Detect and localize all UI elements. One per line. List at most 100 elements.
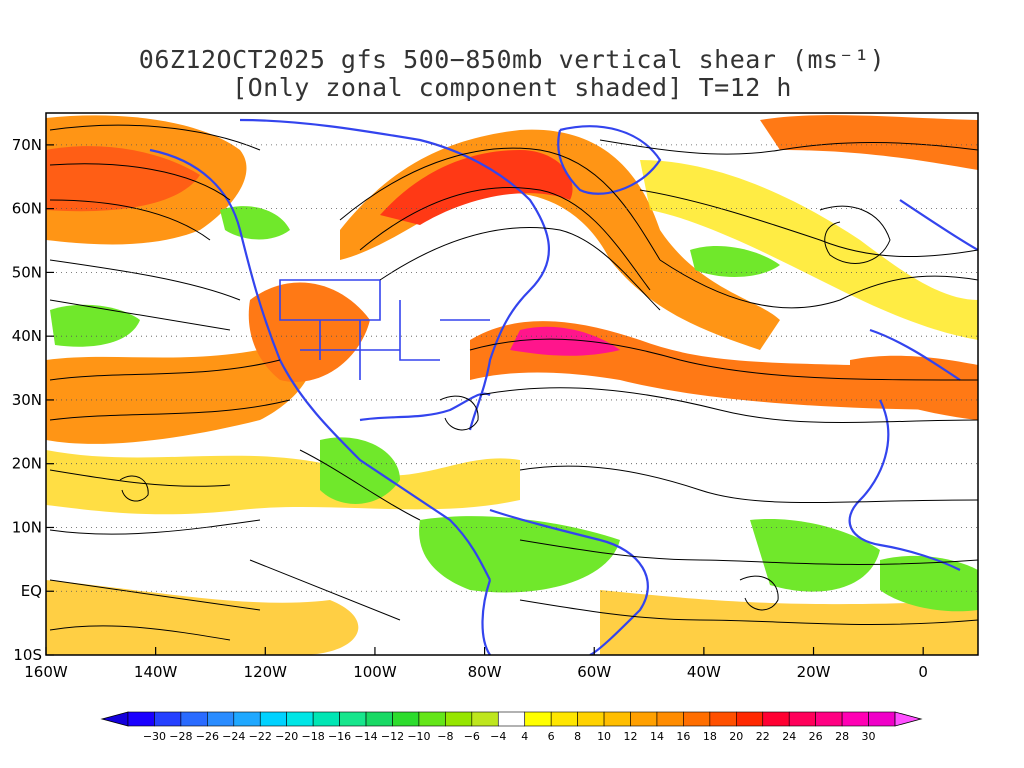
streamline	[519, 539, 978, 565]
x-tick-label: 80W	[468, 663, 502, 681]
colorbar-swatch	[207, 711, 235, 727]
colorbar-under-arrow	[100, 711, 129, 727]
colorbar-swatch	[471, 711, 499, 727]
colorbar-label: −30	[143, 730, 166, 743]
coastline-north-america	[149, 118, 551, 581]
coastline-europe-africa	[848, 199, 978, 571]
streamline	[49, 579, 261, 611]
latitude-gridlines	[46, 144, 978, 592]
colorbar-label: −26	[196, 730, 219, 743]
colorbar-label: −14	[354, 730, 377, 743]
streamline	[359, 187, 651, 291]
shear-region-green-north	[690, 245, 780, 277]
state-boundaries	[279, 279, 490, 380]
streamline	[49, 199, 211, 241]
streamline	[49, 359, 281, 381]
streamline	[49, 399, 291, 421]
colorbar-swatch	[683, 711, 711, 727]
colorbar-label: 6	[548, 730, 555, 743]
shear-region-green-caribbean	[419, 516, 620, 593]
colorbar-label: −22	[249, 730, 272, 743]
colorbar-label: −20	[275, 730, 298, 743]
streamlines	[49, 124, 978, 641]
shear-region-green-east	[880, 555, 978, 612]
x-tick-label: 100W	[353, 663, 397, 681]
colorbar-label: 24	[782, 730, 796, 743]
x-tick-label: 40W	[687, 663, 721, 681]
colorbar-label: 20	[729, 730, 743, 743]
colorbar-swatch	[497, 711, 526, 727]
streamline	[49, 625, 231, 641]
colorbar-swatch	[577, 711, 605, 727]
streamline	[639, 189, 978, 258]
colorbar-label: −24	[222, 730, 245, 743]
colorbar-label: 14	[650, 730, 664, 743]
streamline	[49, 469, 231, 487]
map-frame	[45, 112, 979, 656]
colorbar-label: 16	[676, 730, 690, 743]
colorbar-swatch	[868, 711, 896, 727]
streamline	[49, 124, 261, 151]
colorbar-swatch	[392, 711, 420, 727]
y-tick-label: 70N	[12, 136, 42, 154]
streamline	[519, 599, 978, 625]
colorbar-swatch	[418, 711, 446, 727]
x-tick-label: 20W	[797, 663, 831, 681]
shear-region-subtropic-yellow	[46, 450, 520, 515]
shear-region-green-canada	[220, 206, 290, 240]
x-tick-label: 0	[918, 663, 928, 681]
y-tick-label: 50N	[12, 263, 42, 281]
x-tick-label: 120W	[244, 663, 288, 681]
colorbar-swatch	[154, 711, 182, 727]
colorbar-label: 28	[835, 730, 849, 743]
colorbar-swatch	[127, 711, 155, 727]
colorbar-label: 18	[703, 730, 717, 743]
streamline	[379, 227, 661, 311]
y-tick-label: EQ	[21, 582, 42, 600]
shear-region-tropic-yellow	[46, 580, 359, 655]
coastline-gulf	[359, 392, 491, 422]
x-axis: 160W 140W 120W 100W 80W 60W 40W 20W 0	[24, 647, 928, 681]
colorbar-label: −6	[464, 730, 480, 743]
colorbar-swatch	[630, 711, 658, 727]
y-tick-label: 40N	[12, 327, 42, 345]
colorbar-swatch	[656, 711, 684, 727]
colorbar-swatch	[339, 711, 367, 727]
colorbar-label: −28	[169, 730, 192, 743]
streamline	[119, 475, 149, 502]
colorbar-swatch	[815, 711, 843, 727]
coastline-greenland	[557, 125, 662, 195]
streamline	[49, 163, 231, 201]
colorbar-label: −10	[407, 730, 430, 743]
shear-region-north-atlantic-yellow	[640, 160, 978, 340]
colorbar-label: −18	[302, 730, 325, 743]
colorbar-swatch	[709, 711, 737, 727]
colorbar-swatch	[180, 711, 208, 727]
colorbar-swatch	[259, 711, 287, 727]
streamline	[599, 139, 978, 155]
colorbar-swatch	[445, 711, 473, 727]
shear-region-green-africa	[750, 519, 880, 592]
streamline	[819, 205, 891, 264]
chart-title-line2: [Only zonal component shaded] T=12 h	[232, 73, 792, 102]
y-tick-label: 30N	[12, 391, 42, 409]
streamline	[519, 465, 978, 503]
colorbar-swatch	[233, 711, 261, 727]
shear-region-north-pacific-core	[46, 146, 200, 212]
colorbar-swatch	[286, 711, 314, 727]
colorbar-label: 4	[521, 730, 528, 743]
colorbar-label: −8	[437, 730, 453, 743]
coastlines	[149, 118, 978, 655]
y-tick-label: 20N	[12, 455, 42, 473]
streamline	[479, 387, 978, 423]
y-tick-label: 10N	[12, 518, 42, 536]
colorbar-label: −16	[328, 730, 351, 743]
streamline	[739, 575, 779, 611]
x-tick-label: 140W	[134, 663, 178, 681]
colorbar-swatch	[603, 711, 631, 727]
streamline	[469, 338, 978, 381]
colorbar-swatch	[762, 711, 790, 727]
colorbar-over-arrow	[894, 711, 923, 727]
colorbar-swatch	[312, 711, 340, 727]
